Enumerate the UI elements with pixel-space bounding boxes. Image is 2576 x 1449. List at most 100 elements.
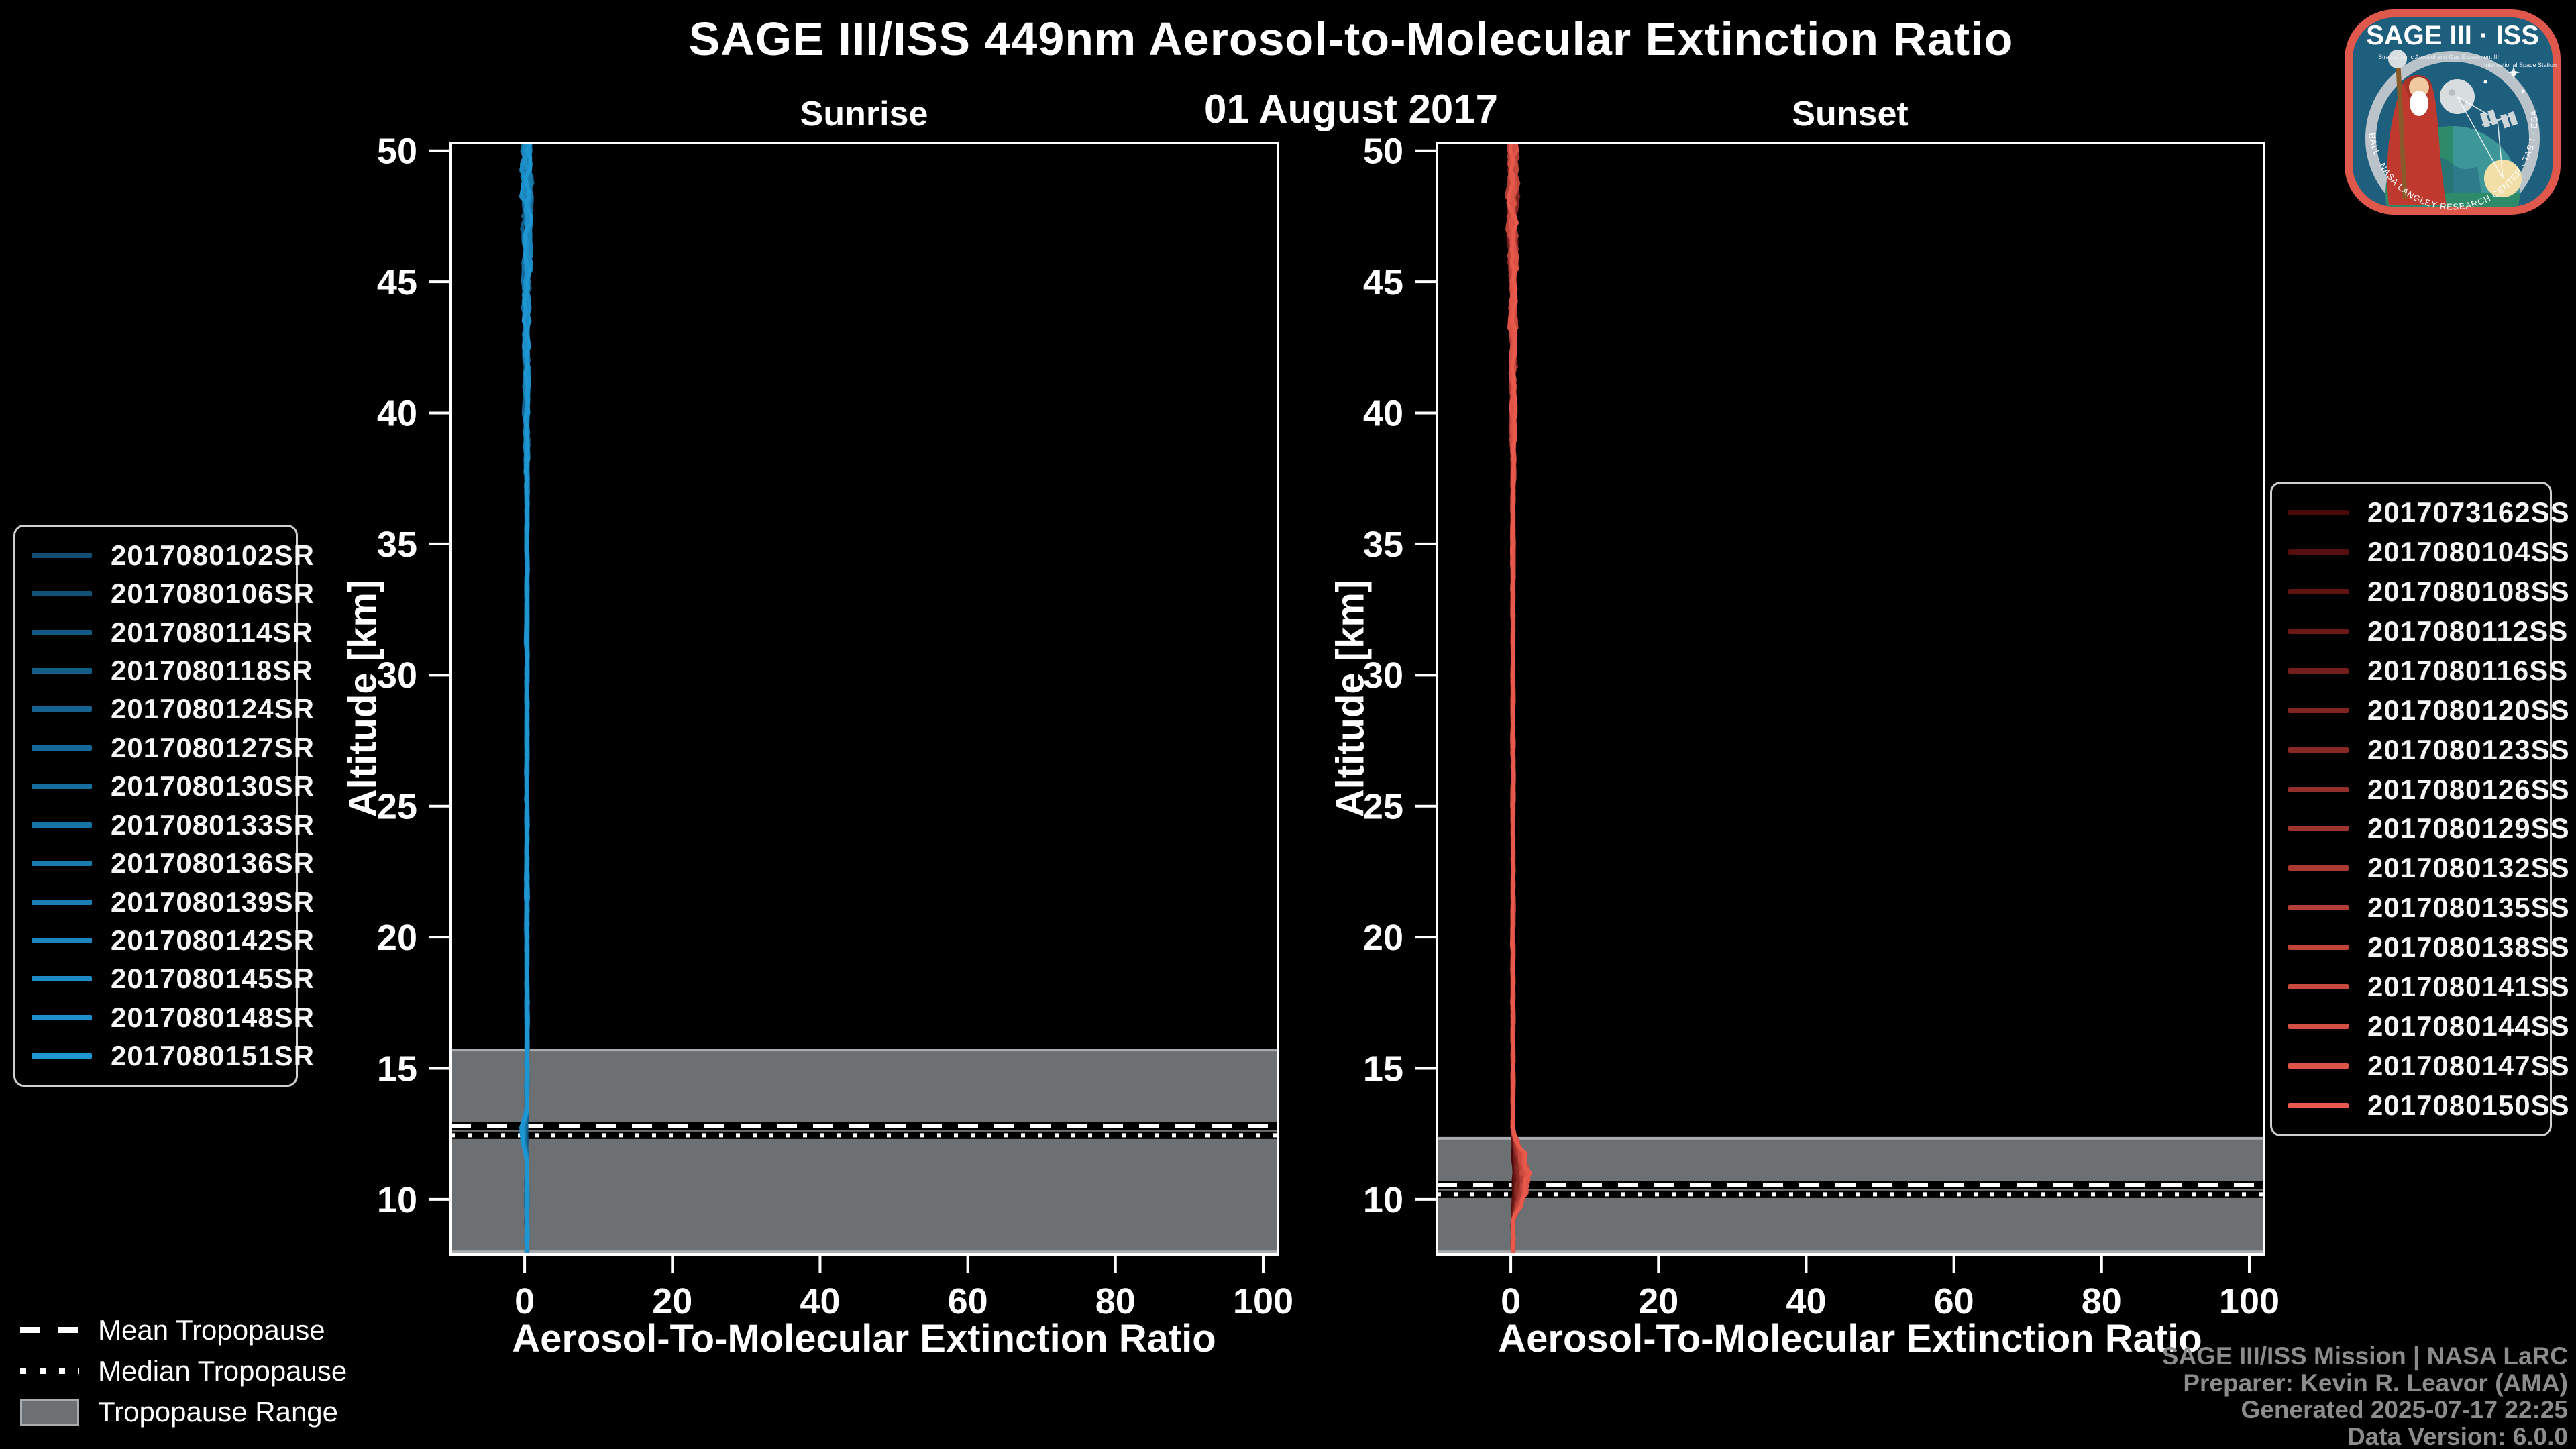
sunrise-x-axis-label: Aerosol-To-Molecular Extinction Ratio (512, 1317, 1216, 1360)
series-color-swatch (2288, 707, 2349, 713)
series-label: 2017080135SS (2367, 892, 2570, 924)
series-label: 2017080151SR (111, 1040, 315, 1072)
series-label: 2017080123SS (2367, 733, 2570, 765)
series-color-swatch (32, 861, 92, 867)
y-tick-label: 45 (1363, 262, 1403, 303)
tropopause-legend-label: Median Tropopause (98, 1354, 347, 1387)
attribution-generated: Generated 2025-07-17 22:25 (2241, 1396, 2568, 1424)
y-tick-label: 30 (377, 655, 417, 696)
x-tick-label: 80 (1095, 1281, 1136, 1322)
series-label: 2017073162SS (2367, 496, 2570, 529)
tropopause-legend-label: Tropopause Range (98, 1395, 339, 1428)
series-color-swatch (2288, 786, 2349, 792)
legend-item: 2017080150SS (2272, 1089, 2569, 1122)
series-label: 2017080150SS (2367, 1089, 2570, 1121)
legend-item: 2017080123SS (2272, 734, 2569, 766)
series-label: 2017080148SR (111, 1001, 315, 1033)
legend-item: 2017080142SR (15, 924, 314, 957)
y-tick-label: 15 (1363, 1049, 1403, 1089)
series-color-swatch (2288, 510, 2349, 516)
wizard (2387, 50, 2447, 205)
series-color-swatch (32, 629, 92, 635)
series-color-swatch (2288, 945, 2349, 951)
y-tick-label: 15 (377, 1049, 417, 1089)
series-label: 2017080142SR (111, 924, 315, 956)
x-tick-label: 80 (2082, 1281, 2122, 1322)
series-color-swatch (32, 591, 92, 597)
series-color-swatch (2288, 667, 2349, 674)
y-tick-label: 35 (1363, 525, 1403, 565)
x-tick-label: 40 (800, 1281, 840, 1322)
attribution-mission: SAGE III/ISS Mission | NASA LaRC (2161, 1342, 2568, 1370)
legend-item: 2017080133SR (15, 809, 314, 841)
sunrise-plot: 0 20 40 60 80 100 10 15 20 25 30 35 40 45 50 (377, 131, 1293, 1322)
tropopause-legend-item: Median Tropopause (20, 1350, 347, 1391)
series-label: 2017080127SR (111, 731, 315, 763)
legend-item: 2017080138SS (2272, 931, 2569, 963)
series-label: 2017080144SS (2367, 1010, 2570, 1042)
legend-item: 2017080130SR (15, 770, 314, 802)
series-label: 2017080130SR (111, 770, 315, 802)
legend-item: 2017080106SR (15, 578, 314, 610)
logo-title: SAGE III · ISS (2366, 21, 2539, 50)
x-tick-label: 100 (1233, 1281, 1293, 1322)
series-label: 2017080118SR (111, 654, 313, 686)
figure-title: SAGE III/ISS 449nm Aerosol-to-Molecular … (688, 13, 2014, 65)
series-label: 2017080104SS (2367, 536, 2570, 568)
series-label: 2017080106SR (111, 578, 315, 610)
legend-item: 2017080120SS (2272, 694, 2569, 727)
series-label: 2017080114SR (111, 616, 313, 648)
series-color-swatch (2288, 826, 2349, 832)
series-color-swatch (32, 1014, 92, 1020)
series-color-swatch (2288, 1063, 2349, 1069)
series-label: 2017080132SS (2367, 852, 2570, 884)
logo-subtitle-right: International Space Station (2484, 62, 2557, 68)
series-label: 2017080141SS (2367, 970, 2570, 1002)
sunrise-events-legend: 2017080102SR 2017080106SR 2017080114SR 2017… (13, 525, 314, 1087)
y-tick-label: 10 (1363, 1180, 1403, 1220)
moon-crater (2449, 89, 2455, 96)
series-color-swatch (2288, 549, 2349, 555)
series-color-swatch (2288, 589, 2349, 595)
sunset-chart-svg: 0 20 40 60 80 100 10 15 20 25 30 35 40 45 50 (1363, 131, 2279, 1322)
x-tick-label: 100 (2219, 1281, 2279, 1322)
legend-item: 2017080104SS (2272, 536, 2569, 568)
series-label: 2017080138SS (2367, 931, 2570, 963)
series-color-swatch (32, 784, 92, 790)
series-label: 2017080120SS (2367, 694, 2570, 726)
figure-date: 01 August 2017 (1204, 87, 1498, 131)
series-label: 2017080129SS (2367, 812, 2570, 845)
series-color-swatch (32, 745, 92, 751)
legend-item: 2017080144SS (2272, 1010, 2569, 1042)
y-tick-label: 35 (377, 525, 417, 565)
series-color-swatch (32, 667, 92, 674)
series-color-swatch (2288, 905, 2349, 911)
series-label: 2017080124SR (111, 693, 315, 725)
y-tick-label: 25 (1363, 787, 1403, 827)
tropopause-legend-label: Mean Tropopause (98, 1313, 325, 1346)
legend-item: 2017080126SS (2272, 773, 2569, 806)
legend-item: 2017080118SR (15, 655, 313, 687)
series-color-swatch (32, 822, 92, 828)
x-tick-label: 60 (948, 1281, 988, 1322)
sunset-events-legend: 2017073162SS 2017080104SS 2017080108SS 2017… (2270, 482, 2569, 1136)
legend-item: 2017080136SR (15, 847, 314, 879)
series-color-swatch (2288, 983, 2349, 989)
y-tick-label: 30 (1363, 655, 1403, 696)
y-tick-label: 20 (377, 918, 417, 958)
x-tick-label: 0 (515, 1281, 535, 1322)
x-tick-label: 20 (652, 1281, 692, 1322)
series-color-swatch (32, 976, 92, 982)
profile-line (520, 143, 533, 1254)
legend-item: 2017080114SR (15, 616, 313, 649)
series-label: 2017080133SR (111, 808, 315, 841)
legend-item: 2017080141SS (2272, 971, 2569, 1003)
tropopause-legend: Mean Tropopause Median Tropopause Tropopau… (20, 1309, 347, 1432)
legend-item: 2017080135SS (2272, 892, 2569, 924)
attribution: SAGE III/ISS Mission | NASA LaRC Prepare… (2162, 1343, 2568, 1449)
sunrise-chart-svg: 0 20 40 60 80 100 10 15 20 25 30 35 40 45 50 (377, 131, 1293, 1322)
logo-subtitle-left: Stratospheric Aerosol and Gas Experiment… (2378, 54, 2499, 60)
legend-item: 2017080116SS (2272, 655, 2567, 687)
y-tick-label: 45 (377, 262, 417, 303)
